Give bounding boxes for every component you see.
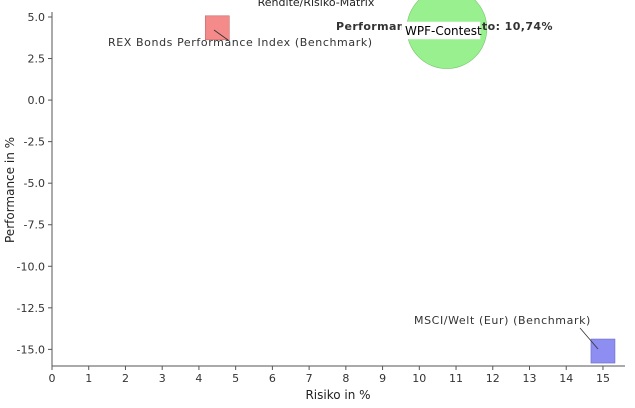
data-point-rex <box>204 15 230 41</box>
y-tick-label: -5.0 <box>24 177 45 190</box>
x-tick-label: 3 <box>159 372 166 385</box>
x-tick-label: 1 <box>85 372 92 385</box>
point-labels: REX Bonds Performance Index (Benchmark) M… <box>108 20 599 350</box>
x-tick-label: 7 <box>306 372 313 385</box>
x-tick-label: 14 <box>559 372 573 385</box>
x-tick-label: 5 <box>232 372 239 385</box>
y-tick-label: -7.5 <box>24 219 45 232</box>
x-tick-label: 9 <box>379 372 386 385</box>
x-tick-label: 6 <box>269 372 276 385</box>
chart-title: Rendite/Risiko-Matrix <box>258 0 375 9</box>
label-rex: REX Bonds Performance Index (Benchmark) <box>108 36 373 49</box>
x-tick-label: 4 <box>195 372 202 385</box>
label-msci: MSCI/Welt (Eur) (Benchmark) <box>414 314 591 327</box>
data-point-msci <box>590 338 616 364</box>
x-tick-label: 12 <box>486 372 500 385</box>
axes: 0 1 2 3 4 5 6 7 8 9 10 11 12 13 14 155.02.50.0-2.5-5.0-… <box>17 11 625 385</box>
leader-rex <box>213 29 229 41</box>
x-tick-label: 8 <box>342 372 349 385</box>
leader-msci <box>579 327 599 350</box>
x-tick-label: 11 <box>449 372 463 385</box>
x-axis-title: Risiko in % <box>305 388 370 402</box>
y-axis-title: Performance in % <box>3 137 17 243</box>
x-tick-label: 13 <box>523 372 537 385</box>
plot-area <box>51 11 626 367</box>
x-tick-label: 15 <box>596 372 610 385</box>
tooltip-text: WPF-Contest <box>405 24 482 38</box>
label-wpf-left: Performano <box>336 20 413 33</box>
tooltip-box <box>401 21 481 40</box>
y-tick-label: 2.5 <box>28 53 46 66</box>
x-tick-label: 0 <box>49 372 56 385</box>
y-tick-label: -12.5 <box>17 302 45 315</box>
y-tick-label: -15.0 <box>17 343 45 356</box>
x-tick-label: 2 <box>122 372 129 385</box>
y-tick-label: 0.0 <box>28 94 46 107</box>
y-tick-label: -10.0 <box>17 260 45 273</box>
y-tick-label: -2.5 <box>24 136 45 149</box>
label-wpf-right: to: 10,74% <box>482 20 553 33</box>
x-tick-label: 10 <box>412 372 426 385</box>
y-tick-label: 5.0 <box>28 11 46 24</box>
